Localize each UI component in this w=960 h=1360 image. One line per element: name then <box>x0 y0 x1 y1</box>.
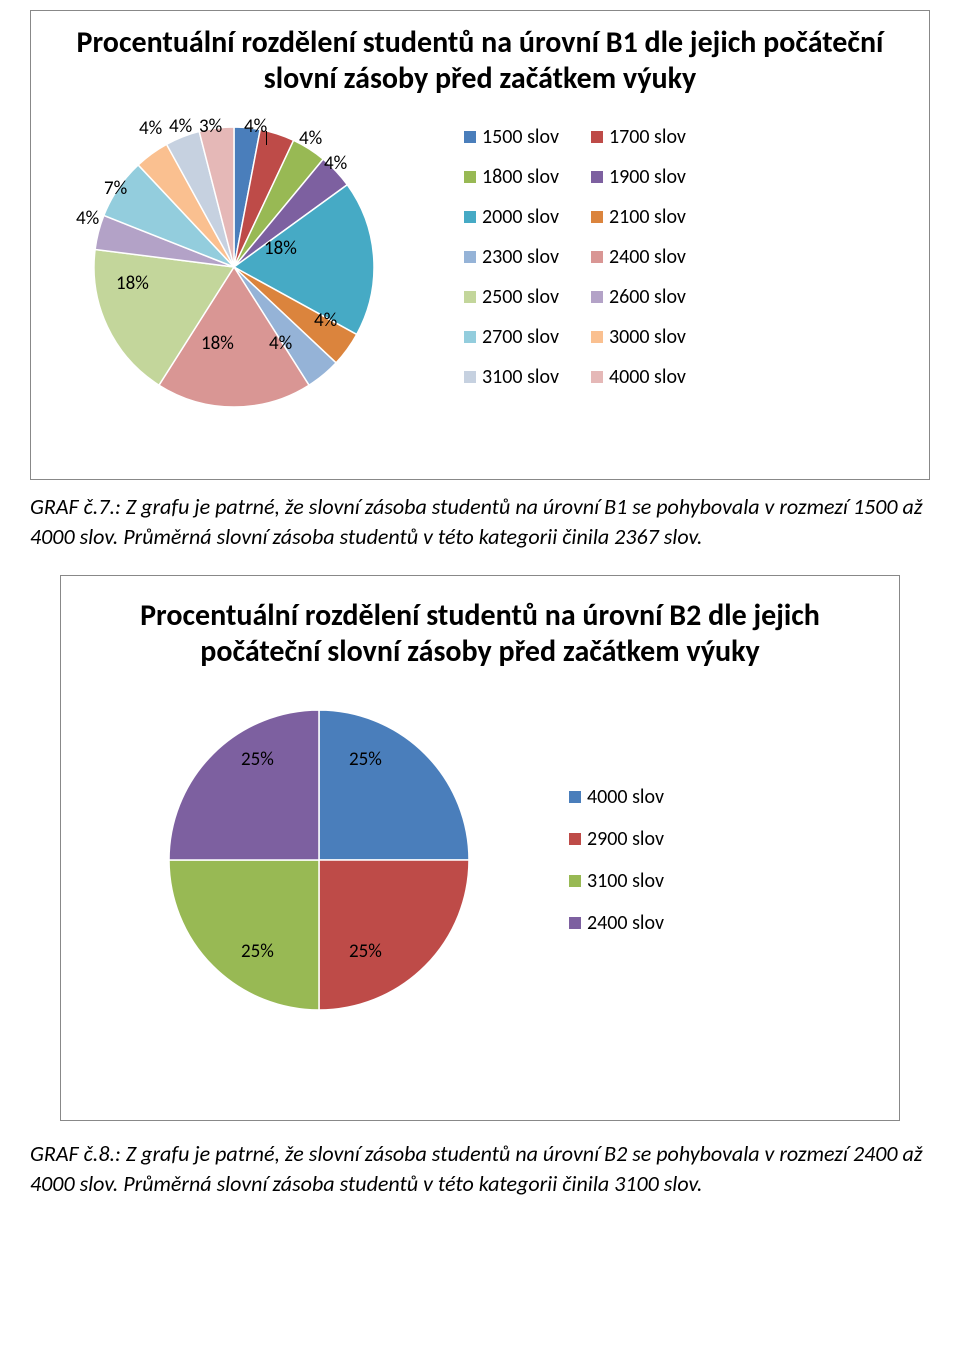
pie-data-label: 25% <box>241 940 274 963</box>
chart1-pie-wrap: 4%4%3%4%4%4%18%4%4%18%18%4%7% <box>94 127 374 407</box>
legend-swatch <box>591 211 603 223</box>
caption2: GRAF č.8.: Z grafu je patrné, že slovní … <box>30 1139 930 1198</box>
legend-item: 2400 slov <box>591 245 686 269</box>
pie-data-label: 4% <box>139 117 162 140</box>
legend-item: 4000 slov <box>569 785 664 809</box>
legend-swatch <box>591 331 603 343</box>
pie-data-label: 25% <box>349 748 382 771</box>
legend-swatch <box>464 291 476 303</box>
pie-slice <box>169 710 319 860</box>
legend-item: 2400 slov <box>569 911 664 935</box>
chart1-container: Procentuální rozdělení studentů na úrovn… <box>30 10 930 480</box>
caption2-prefix: GRAF č.8.: <box>30 1140 121 1167</box>
chart1-title: Procentuální rozdělení studentů na úrovn… <box>49 25 911 97</box>
legend-label: 2600 slov <box>609 285 686 309</box>
legend-swatch <box>569 917 581 929</box>
legend-item: 2900 slov <box>569 827 664 851</box>
legend-item: 2600 slov <box>591 285 686 309</box>
legend-label: 2100 slov <box>609 205 686 229</box>
pie-data-label: 4% <box>299 127 322 150</box>
pie-data-label: 18% <box>201 332 234 355</box>
pie-data-label: 4% <box>76 207 99 230</box>
legend-item: 2100 slov <box>591 205 686 229</box>
chart2-container: Procentuální rozdělení studentů na úrovn… <box>60 575 900 1121</box>
chart2-title: Procentuální rozdělení studentů na úrovn… <box>79 590 881 670</box>
legend-swatch <box>464 251 476 263</box>
pie-slice <box>169 860 319 1010</box>
legend-swatch <box>591 171 603 183</box>
chart1-body: 4%4%3%4%4%4%18%4%4%18%18%4%7% 1500 slov1… <box>49 107 911 407</box>
pie-slice <box>319 860 469 1010</box>
legend-item: 1900 slov <box>591 165 686 189</box>
legend-item: 4000 slov <box>591 365 686 389</box>
legend-label: 2700 slov <box>482 325 559 349</box>
legend-swatch <box>569 875 581 887</box>
legend-item: 2300 slov <box>464 245 559 269</box>
caption1-text: Z grafu je patrné, že slovní zásoba stud… <box>30 493 923 550</box>
legend-swatch <box>591 131 603 143</box>
legend-item: 2500 slov <box>464 285 559 309</box>
chart2-legend: 4000 slov 2900 slov 3100 slov 2400 slov <box>569 785 664 935</box>
legend-swatch <box>464 331 476 343</box>
chart2-body: 25% 25% 25% 25% 4000 slov 2900 slov 3100 slov… <box>79 710 881 1010</box>
pie-data-label: 4% <box>244 115 267 138</box>
legend-swatch <box>464 131 476 143</box>
legend-swatch <box>569 791 581 803</box>
legend-item: 2000 slov <box>464 205 559 229</box>
pie-data-label: 4% <box>169 115 192 138</box>
legend-label: 3000 slov <box>609 325 686 349</box>
caption1-prefix: GRAF č.7.: <box>30 493 121 520</box>
legend-item: 3100 slov <box>569 869 664 893</box>
legend-item: 2700 slov <box>464 325 559 349</box>
pie-data-label: 25% <box>349 940 382 963</box>
legend-label: 1800 slov <box>482 165 559 189</box>
legend-label: 2500 slov <box>482 285 559 309</box>
pie-data-label: 4% <box>324 152 347 175</box>
legend-label: 2400 slov <box>587 911 664 935</box>
legend-label: 2400 slov <box>609 245 686 269</box>
legend-label: 1900 slov <box>609 165 686 189</box>
legend-swatch <box>464 171 476 183</box>
legend-swatch <box>591 291 603 303</box>
legend-item: 3000 slov <box>591 325 686 349</box>
legend-label: 2000 slov <box>482 205 559 229</box>
legend-label: 4000 slov <box>587 785 664 809</box>
legend-item: 1700 slov <box>591 125 686 149</box>
pie-data-label: 18% <box>264 237 297 260</box>
pie-slice <box>319 710 469 860</box>
pie-data-label: 4% <box>269 332 292 355</box>
caption1: GRAF č.7.: Z grafu je patrné, že slovní … <box>30 492 930 551</box>
legend-swatch <box>464 371 476 383</box>
legend-label: 1500 slov <box>482 125 559 149</box>
legend-item: 1500 slov <box>464 125 559 149</box>
legend-item: 1800 slov <box>464 165 559 189</box>
chart2-pie-wrap: 25% 25% 25% 25% <box>169 710 469 1010</box>
pie-data-label: 18% <box>116 272 149 295</box>
pie-data-label: 7% <box>104 177 127 200</box>
legend-swatch <box>591 371 603 383</box>
legend-label: 2900 slov <box>587 827 664 851</box>
legend-swatch <box>569 833 581 845</box>
pie-data-label: 3% <box>199 115 222 138</box>
legend-swatch <box>464 211 476 223</box>
legend-swatch <box>591 251 603 263</box>
chart1-legend: 1500 slov 1700 slov 1800 slov 1900 slov 2000… <box>464 125 686 389</box>
legend-label: 2300 slov <box>482 245 559 269</box>
legend-label: 3100 slov <box>587 869 664 893</box>
chart2-pie <box>169 710 469 1010</box>
legend-label: 1700 slov <box>609 125 686 149</box>
pie-data-label: 25% <box>241 748 274 771</box>
legend-label: 3100 slov <box>482 365 559 389</box>
legend-item: 3100 slov <box>464 365 559 389</box>
pie-data-label: 4% <box>314 309 337 332</box>
legend-label: 4000 slov <box>609 365 686 389</box>
caption2-text: Z grafu je patrné, že slovní zásoba stud… <box>30 1140 923 1197</box>
